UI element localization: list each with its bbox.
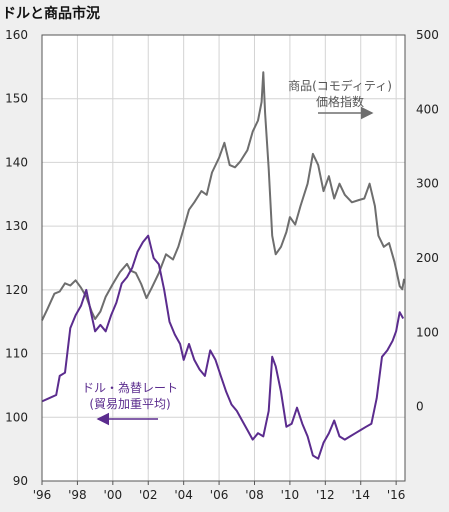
x-tick-label: '00 bbox=[104, 488, 123, 502]
right-tick-label: 500 bbox=[416, 28, 439, 42]
annotation-label: 商品(コモディティ) bbox=[288, 78, 392, 93]
x-tick-label: '96 bbox=[33, 488, 52, 502]
x-tick-label: '02 bbox=[139, 488, 158, 502]
x-tick-label: '98 bbox=[68, 488, 87, 502]
plot-frame bbox=[41, 34, 406, 482]
annotation-label: 価格指数 bbox=[316, 94, 364, 109]
annotation-label: ドル・為替レート bbox=[82, 381, 178, 395]
right-tick-label: 0 bbox=[416, 400, 424, 414]
x-tick-label: '14 bbox=[351, 488, 370, 502]
series-lines bbox=[41, 71, 406, 460]
left-tick-label: 90 bbox=[13, 474, 28, 488]
left-tick-label: 140 bbox=[5, 155, 28, 169]
chart-title: ドルと商品市況 bbox=[2, 5, 100, 22]
left-tick-label: 160 bbox=[5, 28, 28, 42]
x-axis: '96 '98 '00 '02 '04 '06 '08 '10 '12 '14 '16 bbox=[33, 481, 406, 502]
x-tick-label: '04 bbox=[174, 488, 193, 502]
left-tick-label: 130 bbox=[5, 219, 28, 233]
right-tick-label: 300 bbox=[416, 177, 439, 191]
x-tick-label: '10 bbox=[281, 488, 300, 502]
left-axis: 90 100 110 120 130 140 150 160 bbox=[5, 28, 28, 488]
right-tick-label: 100 bbox=[416, 325, 439, 339]
right-tick-label: 200 bbox=[416, 251, 439, 265]
x-tick-label: '06 bbox=[210, 488, 229, 502]
annotation-label: (貿易加重平均) bbox=[89, 397, 170, 411]
x-tick-label: '08 bbox=[245, 488, 264, 502]
left-tick-label: 100 bbox=[5, 410, 28, 424]
right-tick-label: 400 bbox=[416, 102, 439, 116]
left-tick-label: 110 bbox=[5, 347, 28, 361]
series-line-0 bbox=[41, 71, 406, 321]
series-line-1 bbox=[41, 234, 405, 460]
left-tick-label: 150 bbox=[5, 92, 28, 106]
x-tick-label: '12 bbox=[316, 488, 335, 502]
x-tick-label: '16 bbox=[387, 488, 406, 502]
plot-area bbox=[42, 35, 405, 481]
left-tick-label: 120 bbox=[5, 283, 28, 297]
right-axis: 0 100 200 300 400 500 bbox=[416, 28, 439, 414]
